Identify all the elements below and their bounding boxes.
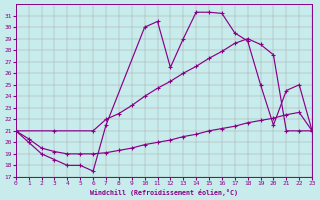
- X-axis label: Windchill (Refroidissement éolien,°C): Windchill (Refroidissement éolien,°C): [90, 189, 238, 196]
